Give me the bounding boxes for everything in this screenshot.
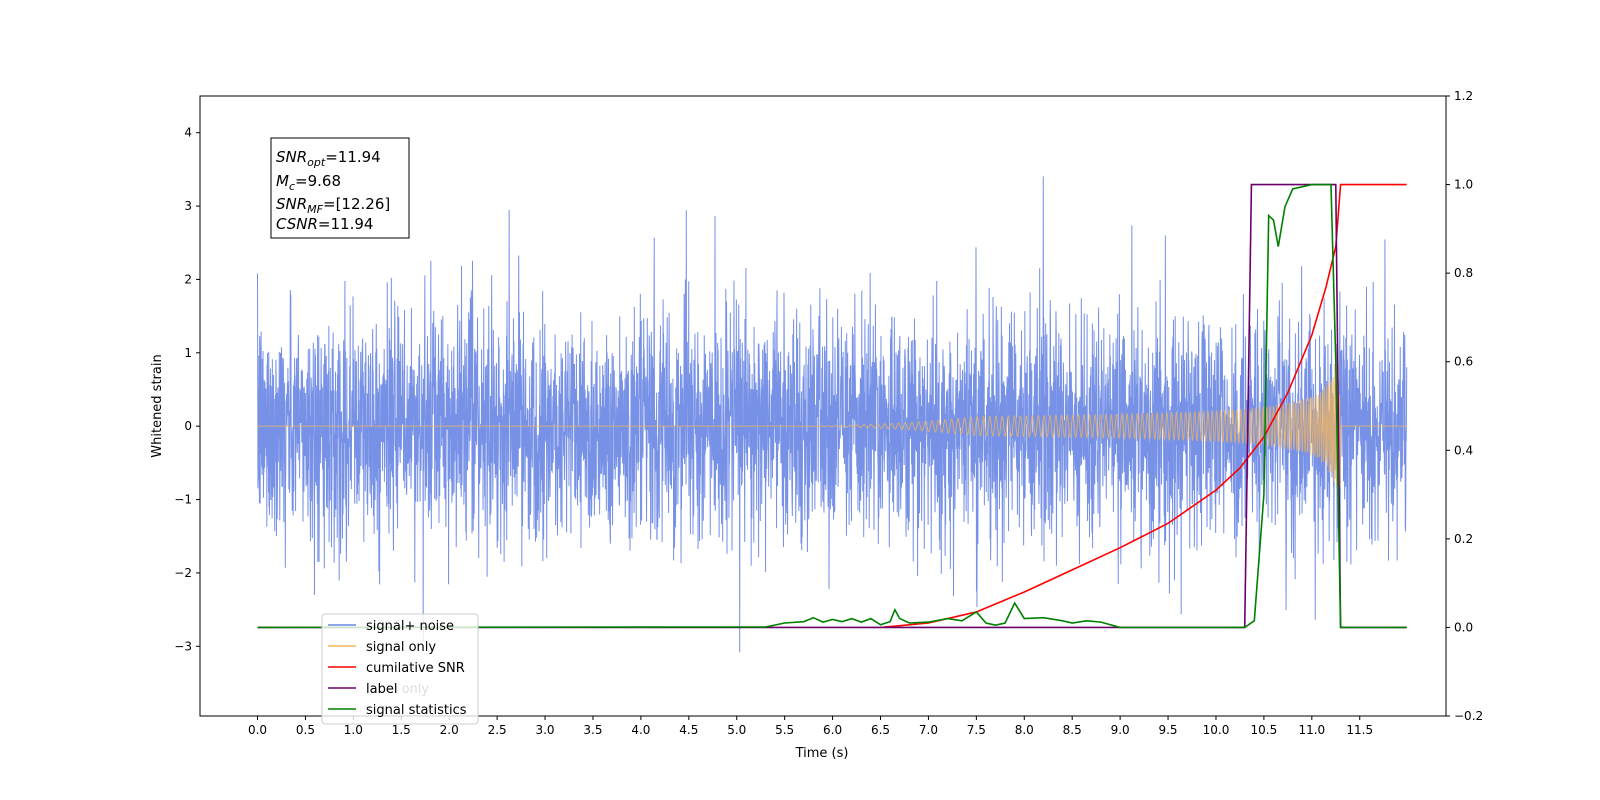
x-tick-label: 5.5 <box>775 723 794 737</box>
x-tick-label: 8.0 <box>1015 723 1034 737</box>
x-tick-label: 2.0 <box>440 723 459 737</box>
legend-label-cum-snr: cumilative SNR <box>366 661 465 676</box>
y-left-tick-label: 0 <box>184 419 192 433</box>
snr-annotation-box: SNRopt=11.94 Mc=9.68 SNRMF=[12.26] CSNR=… <box>270 137 410 239</box>
y-right-tick-label: 1.0 <box>1454 178 1473 192</box>
y-left-tick-label: −3 <box>174 639 192 653</box>
y-left-tick-label: 1 <box>184 346 192 360</box>
y-axis-left-ticks: −3 −2 −1 0 1 2 3 4 <box>174 126 200 653</box>
x-tick-label: 9.5 <box>1158 723 1177 737</box>
x-tick-label: 6.5 <box>871 723 890 737</box>
snr-mf-value: =[12.26] <box>323 195 390 213</box>
x-tick-label: 0.5 <box>296 723 315 737</box>
y-axis-right-ticks: −0.2 0.0 0.2 0.4 0.6 0.8 1.0 1.2 <box>1446 89 1483 723</box>
x-tick-label: 4.0 <box>631 723 650 737</box>
y-left-tick-label: 2 <box>184 272 192 286</box>
x-tick-label: 0.0 <box>248 723 267 737</box>
legend: signal+ noise signal only cumilative SNR… <box>321 613 479 725</box>
y-right-tick-label: −0.2 <box>1454 709 1483 723</box>
snr-opt-text: SNRopt=11.94 <box>276 148 381 169</box>
x-tick-label: 9.0 <box>1111 723 1130 737</box>
x-axis-label: Time (s) <box>795 746 849 761</box>
x-tick-label: 7.0 <box>919 723 938 737</box>
signal-only-line <box>257 364 1407 488</box>
y-left-tick-label: −1 <box>174 493 192 507</box>
legend-label-label: label <box>366 682 397 697</box>
x-tick-label: 6.0 <box>823 723 842 737</box>
legend-label-signal-only: signal only <box>366 640 436 655</box>
x-tick-label: 2.5 <box>488 723 507 737</box>
x-tick-label: 1.5 <box>392 723 411 737</box>
mc-value: =9.68 <box>295 172 341 190</box>
y-axis-label: Whitened strain <box>150 354 165 457</box>
mc-text: Mc=9.68 <box>276 172 341 193</box>
y-right-tick-label: 0.8 <box>1454 266 1473 280</box>
series-signal-noise <box>257 176 1408 653</box>
y-right-tick-label: 1.2 <box>1454 89 1473 103</box>
x-tick-label: 8.5 <box>1063 723 1082 737</box>
series-right-axis <box>257 183 1407 629</box>
x-tick-label: 3.5 <box>583 723 602 737</box>
plot-frame <box>199 95 1447 717</box>
y-right-tick-label: 0.2 <box>1454 532 1473 546</box>
csnr-text: CSNR=11.94 <box>276 215 373 233</box>
y-left-tick-label: 3 <box>184 199 192 213</box>
signal-statistics-line <box>257 183 1407 629</box>
y-right-tick-label: 0.4 <box>1454 443 1473 457</box>
legend-label-signal-statistics: signal statistics <box>366 703 467 718</box>
series-signal-only <box>257 364 1407 488</box>
x-tick-label: 7.5 <box>967 723 986 737</box>
x-axis-ticks: 0.0 0.5 1.0 1.5 2.0 2.5 3.0 3.5 4.0 4.5 5.0 5.5 6.0 6… <box>248 716 1373 737</box>
x-tick-label: 11.5 <box>1346 723 1373 737</box>
y-left-tick-label: −2 <box>174 566 192 580</box>
x-tick-label: 10.5 <box>1251 723 1278 737</box>
cumilative-snr-line <box>880 183 1407 629</box>
legend-label-hidden-label-only: label only <box>366 682 429 697</box>
y-left-tick-label: 4 <box>184 126 192 140</box>
x-tick-label: 10.0 <box>1203 723 1230 737</box>
x-tick-label: 1.0 <box>344 723 363 737</box>
x-tick-label: 3.0 <box>535 723 554 737</box>
csnr-value: =11.94 <box>318 215 374 233</box>
signal-noise-line <box>257 176 1408 653</box>
x-tick-label: 5.0 <box>727 723 746 737</box>
snr-mf-text: SNRMF=[12.26] <box>276 195 390 216</box>
y-right-tick-label: 0.6 <box>1454 355 1473 369</box>
x-tick-label: 11.0 <box>1298 723 1325 737</box>
legend-label-signal-noise: signal+ noise <box>366 619 454 634</box>
snr-opt-value: =11.94 <box>325 148 381 166</box>
x-tick-label: 4.5 <box>679 723 698 737</box>
y-right-tick-label: 0.0 <box>1454 620 1473 634</box>
